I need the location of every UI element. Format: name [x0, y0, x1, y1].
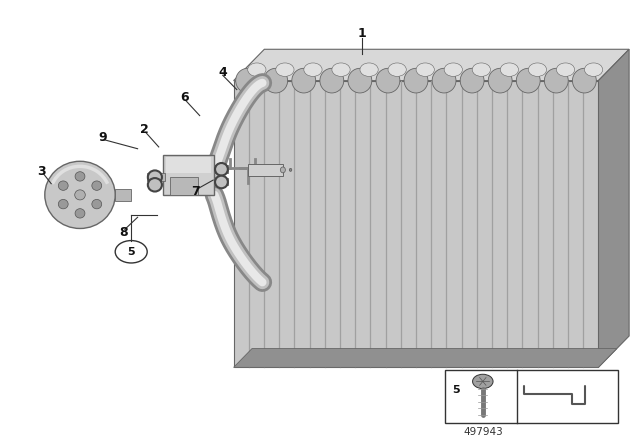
Ellipse shape [545, 69, 568, 93]
Ellipse shape [432, 69, 456, 93]
Ellipse shape [215, 176, 228, 188]
Ellipse shape [248, 63, 266, 77]
Text: 8: 8 [119, 225, 128, 239]
Ellipse shape [45, 161, 115, 228]
Ellipse shape [215, 163, 228, 176]
Ellipse shape [572, 69, 596, 93]
Bar [163, 155, 214, 195]
Ellipse shape [348, 69, 372, 93]
Text: 2: 2 [140, 123, 148, 137]
Ellipse shape [75, 190, 85, 200]
Bar [115, 189, 131, 201]
Ellipse shape [58, 181, 68, 190]
Ellipse shape [556, 63, 575, 77]
Ellipse shape [304, 63, 322, 77]
Ellipse shape [92, 199, 102, 209]
Circle shape [472, 374, 493, 388]
Ellipse shape [488, 69, 512, 93]
Text: 9: 9 [98, 130, 107, 144]
Bar [248, 164, 283, 176]
Text: 4: 4 [218, 66, 227, 79]
Ellipse shape [444, 63, 462, 77]
Text: 7: 7 [191, 185, 200, 198]
Bar [147, 173, 165, 181]
Ellipse shape [280, 167, 285, 173]
Ellipse shape [404, 69, 428, 93]
Bar [214, 177, 228, 185]
Polygon shape [234, 81, 598, 367]
Ellipse shape [92, 181, 102, 190]
Polygon shape [598, 49, 629, 367]
Ellipse shape [276, 63, 294, 77]
Ellipse shape [148, 178, 162, 192]
Ellipse shape [292, 69, 316, 93]
Ellipse shape [472, 63, 490, 77]
Ellipse shape [460, 69, 484, 93]
Ellipse shape [148, 170, 162, 184]
Text: 6: 6 [180, 91, 189, 104]
Ellipse shape [289, 168, 292, 171]
Ellipse shape [388, 63, 406, 77]
Ellipse shape [75, 172, 85, 181]
Ellipse shape [500, 63, 518, 77]
Ellipse shape [320, 69, 344, 93]
Text: 5: 5 [452, 385, 460, 395]
Text: 1: 1 [357, 27, 366, 40]
Ellipse shape [58, 199, 68, 209]
Ellipse shape [416, 63, 435, 77]
Ellipse shape [332, 63, 350, 77]
Ellipse shape [376, 69, 400, 93]
Polygon shape [234, 349, 617, 367]
Ellipse shape [516, 69, 540, 93]
Ellipse shape [360, 63, 378, 77]
Ellipse shape [529, 63, 547, 77]
Bar [445, 370, 618, 423]
Ellipse shape [75, 209, 85, 218]
Polygon shape [234, 49, 629, 81]
Text: 497943: 497943 [463, 427, 503, 437]
Ellipse shape [584, 63, 603, 77]
Bar [170, 177, 198, 195]
Circle shape [115, 241, 147, 263]
Bar [166, 157, 211, 173]
Ellipse shape [264, 69, 287, 93]
Text: 3: 3 [37, 164, 46, 178]
Ellipse shape [236, 69, 260, 93]
Text: 5: 5 [127, 247, 135, 257]
Bar [214, 165, 228, 173]
